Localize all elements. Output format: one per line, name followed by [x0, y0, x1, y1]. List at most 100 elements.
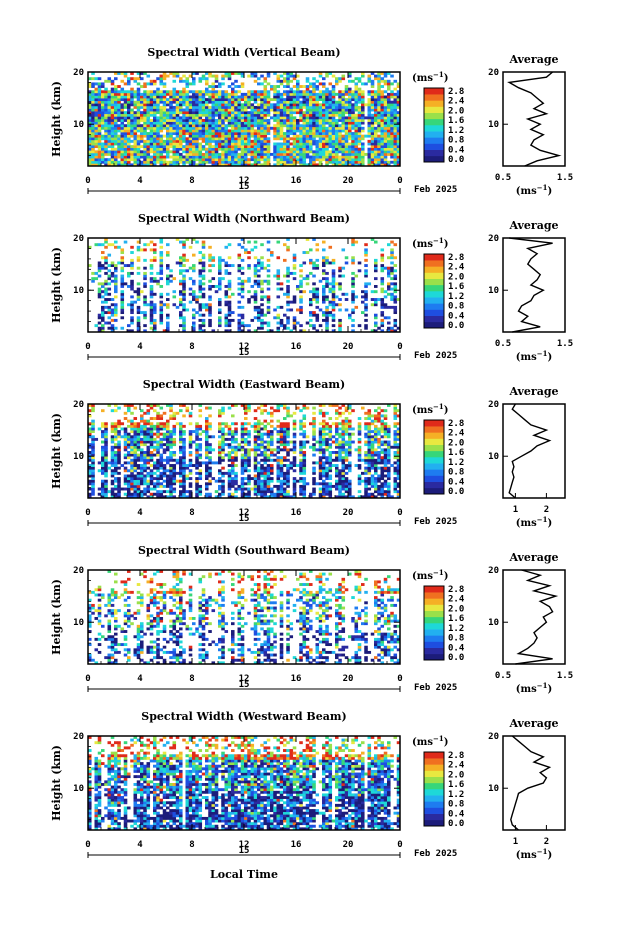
- heatmap-cell: [179, 440, 183, 444]
- heatmap-cell: [175, 92, 180, 96]
- heatmap-cell: [312, 134, 316, 138]
- heatmap-cell: [380, 269, 385, 273]
- heatmap-cell: [338, 155, 342, 159]
- heatmap-cell: [136, 329, 141, 333]
- heatmap-cell: [266, 300, 271, 304]
- heatmap-cell: [286, 85, 290, 88]
- heatmap-cell: [166, 432, 170, 436]
- heatmap-cell: [322, 129, 326, 133]
- heatmap-cell: [263, 126, 268, 130]
- heatmap-cell: [289, 79, 294, 83]
- heatmap-cell: [390, 90, 394, 94]
- heatmap-cell: [117, 145, 121, 149]
- heatmap-cell: [302, 150, 307, 154]
- heatmap-cell: [312, 238, 316, 241]
- heatmap-cell: [198, 424, 203, 428]
- heatmap-cell: [309, 311, 313, 315]
- heatmap-cell: [188, 440, 193, 444]
- heatmap-cell: [250, 295, 255, 299]
- heatmap-cell: [117, 160, 121, 164]
- heatmap-cell: [383, 303, 388, 307]
- heatmap-cell: [390, 295, 394, 299]
- heatmap-cell: [201, 103, 206, 107]
- heatmap-cell: [127, 456, 131, 460]
- heatmap-cell: [133, 466, 138, 470]
- heatmap-cell: [104, 321, 108, 325]
- heatmap-cell: [156, 116, 160, 120]
- heatmap-cell: [374, 313, 378, 317]
- heatmap-cell: [101, 422, 105, 426]
- heatmap-cell: [322, 158, 326, 162]
- heatmap-cell: [331, 292, 336, 296]
- heatmap-cell: [195, 298, 199, 301]
- heatmap-cell: [286, 274, 290, 278]
- heatmap-cell: [224, 313, 229, 317]
- heatmap-cell: [335, 150, 339, 154]
- heatmap-cell: [218, 145, 222, 149]
- heatmap-cell: [338, 98, 342, 102]
- heatmap-cell: [354, 152, 359, 156]
- heatmap-cell: [221, 139, 225, 143]
- heatmap-cell: [344, 100, 349, 104]
- heatmap-cell: [315, 103, 320, 107]
- heatmap-cell: [263, 160, 268, 164]
- heatmap-cell: [179, 279, 183, 283]
- heatmap-cell: [318, 119, 323, 122]
- heatmap-cell: [344, 98, 349, 102]
- heatmap-cell: [302, 124, 307, 128]
- heatmap-cell: [374, 285, 378, 288]
- heatmap-cell: [318, 121, 323, 125]
- heatmap-cell: [299, 132, 303, 135]
- heatmap-cell: [377, 124, 381, 128]
- heatmap-cell: [364, 303, 368, 307]
- heatmap-cell: [133, 111, 138, 115]
- heatmap-cell: [253, 308, 258, 312]
- heatmap-cell: [88, 147, 92, 151]
- heatmap-cell: [344, 105, 349, 109]
- heatmap-cell: [286, 74, 290, 78]
- heatmap-cell: [273, 126, 277, 130]
- heatmap-cell: [195, 479, 199, 483]
- heatmap-cell: [104, 492, 108, 496]
- heatmap-cell: [88, 471, 92, 475]
- heatmap-cell: [185, 116, 190, 120]
- heatmap-cell: [292, 132, 297, 135]
- heatmap-cell: [348, 134, 352, 138]
- heatmap-cell: [94, 126, 99, 130]
- heatmap-cell: [88, 466, 92, 470]
- heatmap-cell: [120, 72, 125, 75]
- heatmap-cell: [383, 139, 388, 143]
- heatmap-cell: [130, 163, 134, 167]
- heatmap-cell: [195, 152, 199, 156]
- heatmap-cell: [130, 108, 134, 112]
- heatmap-cell: [299, 137, 303, 141]
- heatmap-cell: [390, 103, 394, 107]
- heatmap-cell: [143, 163, 147, 167]
- heatmap-cell: [263, 77, 268, 81]
- heatmap-cell: [374, 92, 378, 96]
- heatmap-cell: [331, 150, 336, 154]
- heatmap-cell: [114, 266, 118, 270]
- heatmap-cell: [136, 440, 141, 444]
- heatmap-cell: [387, 103, 391, 107]
- heatmap-cell: [276, 79, 281, 83]
- heatmap-cell: [257, 116, 261, 120]
- heatmap-cell: [188, 432, 193, 436]
- heatmap-cell: [309, 298, 313, 301]
- colorbar-tick-label: 0.4: [448, 145, 465, 155]
- heatmap-cell: [322, 82, 326, 86]
- heatmap-cell: [214, 79, 219, 83]
- heatmap-cell: [188, 134, 193, 138]
- heatmap-cell: [325, 72, 329, 75]
- heatmap-cell: [120, 298, 125, 301]
- heatmap-cell: [380, 90, 385, 94]
- heatmap-cell: [169, 466, 173, 470]
- heatmap-cell: [253, 245, 258, 249]
- heatmap-cell: [101, 487, 105, 491]
- heatmap-cell: [302, 129, 307, 133]
- heatmap-cell: [205, 147, 209, 151]
- heatmap-cell: [227, 329, 232, 333]
- heatmap-cell: [393, 264, 398, 268]
- heatmap-cell: [188, 492, 193, 496]
- heatmap-cell: [224, 324, 229, 328]
